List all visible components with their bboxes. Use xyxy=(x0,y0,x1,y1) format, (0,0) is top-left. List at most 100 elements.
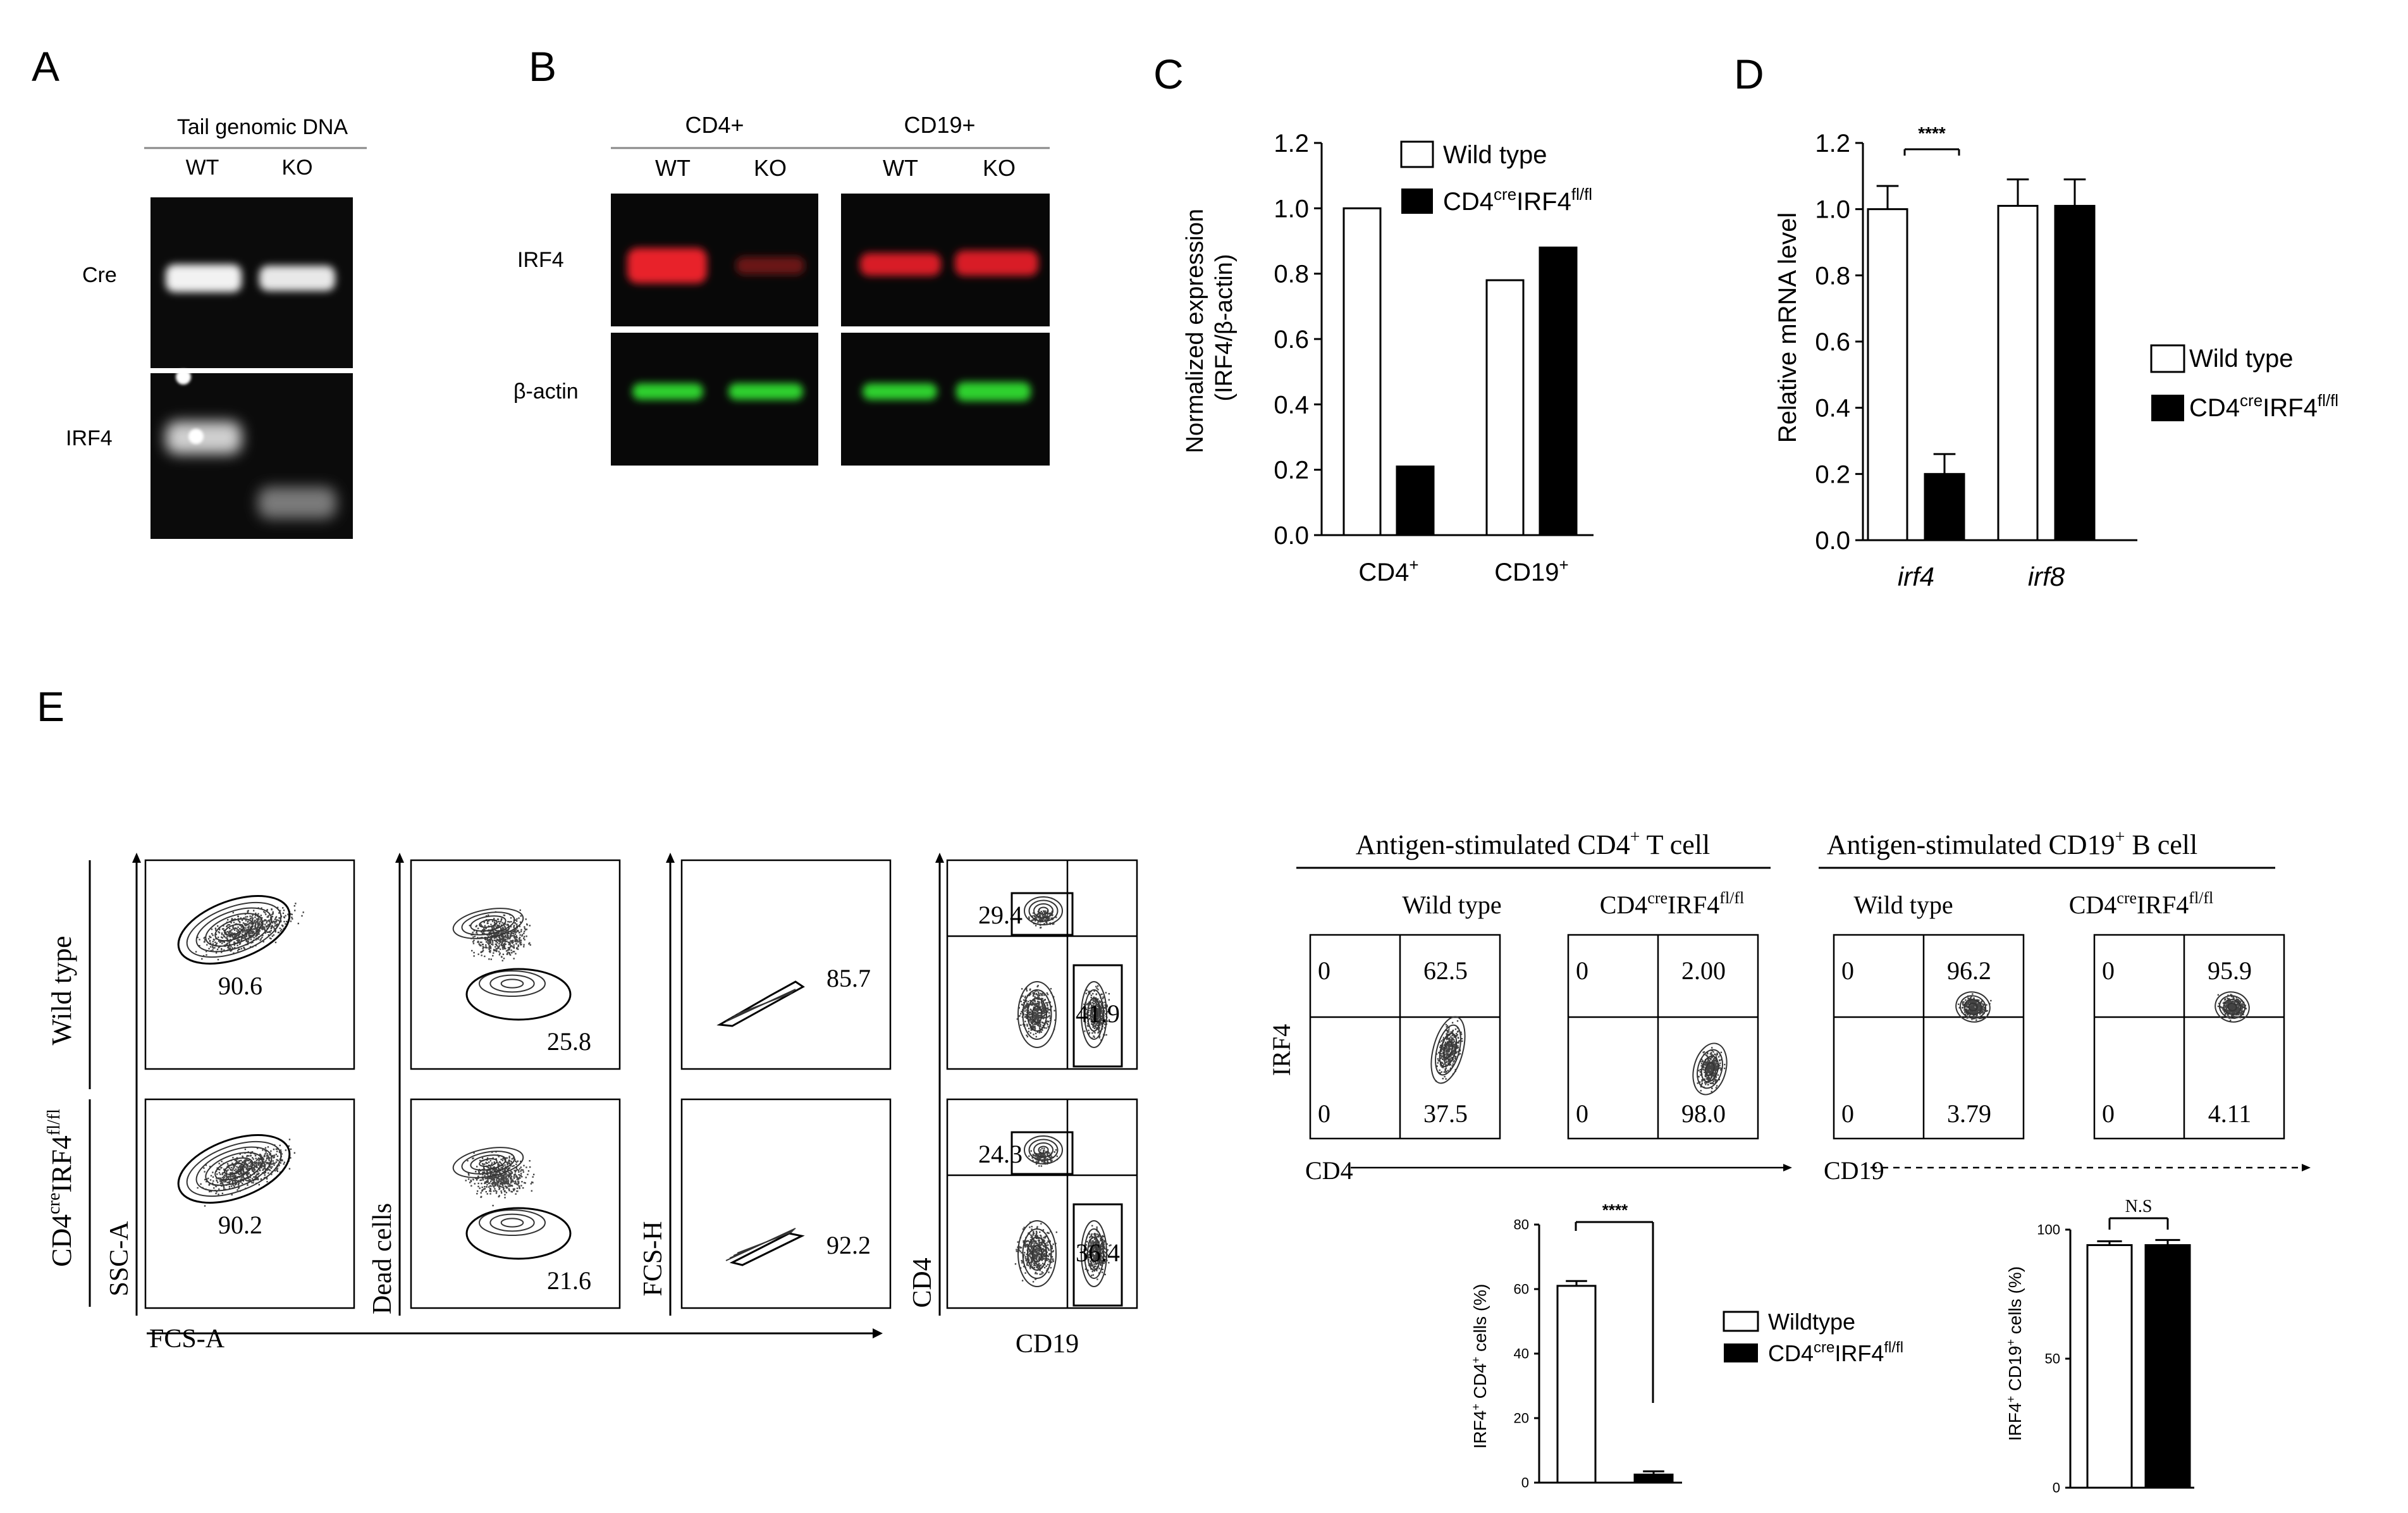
event-dot xyxy=(507,929,508,932)
event-dot xyxy=(1024,1246,1026,1248)
event-dot xyxy=(505,1173,508,1175)
event-dot xyxy=(493,1173,496,1175)
gate-value: 90.2 xyxy=(218,1211,262,1239)
event-dot xyxy=(486,1157,489,1159)
chart-d-ytick-label: 1.0 xyxy=(1815,196,1850,224)
event-dot xyxy=(472,1178,474,1181)
event-dot xyxy=(212,941,214,942)
event-dot xyxy=(252,941,254,944)
event-dot xyxy=(256,934,258,936)
event-dot xyxy=(1024,1242,1026,1245)
event-dot xyxy=(220,1177,222,1179)
event-dot xyxy=(1108,992,1110,995)
event-dot xyxy=(504,923,507,925)
event-dot xyxy=(247,930,249,932)
event-dot xyxy=(240,932,242,934)
event-dot xyxy=(1035,1163,1038,1165)
event-dot xyxy=(501,942,503,944)
event-dot xyxy=(1102,1268,1104,1271)
event-dot xyxy=(481,1190,483,1192)
event-dot xyxy=(1048,1259,1050,1261)
event-dot xyxy=(517,1177,520,1179)
event-dot xyxy=(249,1155,251,1157)
event-dot xyxy=(244,1171,247,1174)
event-dot xyxy=(1044,1250,1046,1252)
event-dot xyxy=(513,1182,516,1185)
event-dot xyxy=(1100,1022,1102,1024)
density-contour xyxy=(214,1157,254,1181)
event-dot xyxy=(254,915,257,917)
event-dot xyxy=(1047,1004,1048,1007)
event-dot xyxy=(494,932,497,934)
event-dot xyxy=(1088,1010,1090,1011)
event-dot xyxy=(1042,1272,1044,1274)
event-dot xyxy=(490,958,493,960)
event-dot xyxy=(513,929,515,931)
event-dot xyxy=(1442,1046,1444,1047)
event-dot xyxy=(503,1158,506,1160)
plot-frame xyxy=(1309,934,1501,1140)
event-dot xyxy=(480,925,482,927)
event-dot xyxy=(233,922,235,923)
event-dot xyxy=(218,931,219,933)
event-dot xyxy=(1028,1233,1031,1235)
event-dot xyxy=(1093,1036,1095,1038)
event-dot xyxy=(491,930,493,932)
event-dot xyxy=(223,1181,225,1183)
event-dot xyxy=(1036,1237,1039,1239)
event-dot xyxy=(1090,1264,1092,1267)
event-dot xyxy=(501,929,503,930)
event-dot xyxy=(1050,1159,1052,1161)
event-dot xyxy=(469,924,471,927)
event-dot xyxy=(1038,1031,1041,1033)
event-dot xyxy=(1044,911,1046,913)
event-dot xyxy=(498,1195,500,1197)
event-dot xyxy=(484,955,486,958)
panel-b: B CD4+ CD19+ WT KO WT KO IRF4 β-actin xyxy=(513,43,1050,466)
event-dot xyxy=(271,921,273,923)
event-dot xyxy=(1035,1258,1037,1261)
event-dot xyxy=(482,932,484,934)
event-dot xyxy=(1104,1019,1106,1021)
event-dot xyxy=(1095,1001,1097,1003)
event-dot xyxy=(494,929,496,931)
event-dot xyxy=(270,925,273,928)
event-dot xyxy=(1089,1244,1091,1247)
event-dot xyxy=(233,1173,236,1175)
event-dot xyxy=(503,958,505,960)
event-dot xyxy=(279,1144,281,1147)
event-dot xyxy=(1022,995,1024,997)
event-dot xyxy=(491,1182,494,1184)
event-dot xyxy=(505,948,507,949)
event-dot xyxy=(232,925,234,927)
event-dot xyxy=(1048,1015,1050,1018)
event-dot xyxy=(229,936,231,938)
event-dot xyxy=(249,935,252,937)
event-dot xyxy=(1093,1030,1095,1033)
event-dot xyxy=(1035,1003,1037,1004)
event-dot xyxy=(220,936,223,938)
event-dot xyxy=(239,1176,241,1178)
event-dot xyxy=(510,1181,512,1183)
event-dot xyxy=(527,1170,530,1172)
event-dot xyxy=(1098,1249,1100,1251)
event-dot xyxy=(261,1155,262,1158)
event-dot xyxy=(1033,1263,1035,1264)
event-dot xyxy=(243,1161,245,1163)
event-dot xyxy=(504,1170,506,1173)
event-dot xyxy=(1040,1223,1042,1225)
event-dot xyxy=(513,1164,515,1167)
blot-lane-2: KO xyxy=(754,155,787,181)
event-dot xyxy=(1030,1244,1032,1246)
event-dot xyxy=(285,923,286,925)
event-dot xyxy=(1043,1237,1045,1238)
event-dot xyxy=(233,952,235,954)
event-dot xyxy=(503,1174,506,1176)
event-dot xyxy=(276,906,279,908)
event-dot xyxy=(1031,1260,1033,1262)
event-dot xyxy=(496,932,498,934)
event-dot xyxy=(230,1175,232,1177)
event-dot xyxy=(1095,1027,1097,1029)
density-contour xyxy=(1038,1146,1049,1154)
event-dot xyxy=(1097,1020,1099,1022)
